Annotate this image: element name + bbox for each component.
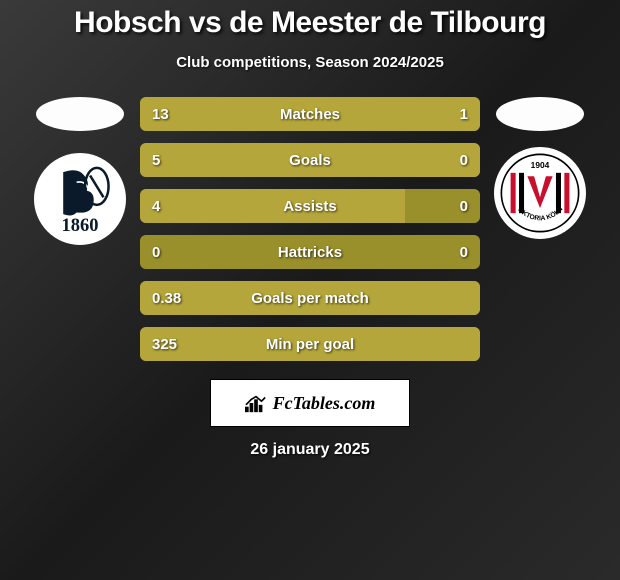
stat-label: Min per goal — [140, 336, 480, 353]
stat-row: 00Hattricks — [140, 235, 480, 269]
stat-row: 50Goals — [140, 143, 480, 177]
stat-label: Hattricks — [140, 244, 480, 261]
page-title: Hobsch vs de Meester de Tilbourg — [74, 6, 546, 40]
stat-row: 131Matches — [140, 97, 480, 131]
left-side: 1860 — [30, 97, 130, 245]
page-subtitle: Club competitions, Season 2024/2025 — [176, 54, 444, 71]
date-text: 26 january 2025 — [250, 441, 369, 459]
player-avatar-right — [496, 97, 584, 131]
club-logo-left: 1860 — [34, 153, 126, 245]
stat-row: 325Min per goal — [140, 327, 480, 361]
brand-box: FcTables.com — [210, 379, 410, 427]
right-side: 1904 VIKTORIA KÖLN — [490, 97, 590, 239]
svg-text:1904: 1904 — [531, 160, 550, 170]
stat-label: Assists — [140, 198, 480, 215]
stat-row: 40Assists — [140, 189, 480, 223]
stat-label: Matches — [140, 106, 480, 123]
stat-label: Goals — [140, 152, 480, 169]
fctables-icon — [245, 393, 267, 413]
brand-text: FcTables.com — [273, 393, 376, 414]
viktoria-koln-icon: 1904 VIKTORIA KÖLN — [498, 151, 582, 235]
stat-row: 0.38Goals per match — [140, 281, 480, 315]
club-logo-right: 1904 VIKTORIA KÖLN — [494, 147, 586, 239]
player-avatar-left — [36, 97, 124, 131]
comparison-area: 1860 131Matches 50Goals 40Assists 00Hattric… — [0, 97, 620, 361]
stat-label: Goals per match — [140, 290, 480, 307]
stats-list: 131Matches 50Goals 40Assists 00Hattricks 0.3… — [140, 97, 480, 361]
tsv-1860-icon: 1860 — [38, 157, 122, 241]
svg-text:1860: 1860 — [62, 215, 99, 235]
